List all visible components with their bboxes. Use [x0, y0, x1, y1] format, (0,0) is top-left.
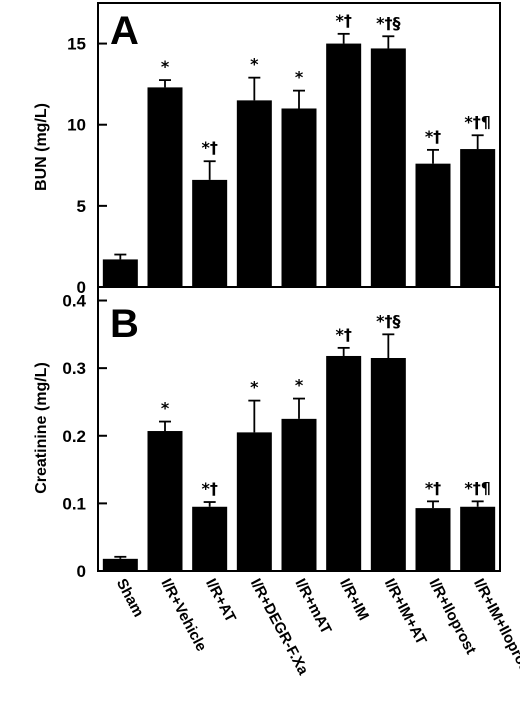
panel-a-significance-label: *†¶ [464, 112, 491, 131]
panel-b-y-axis-label: Creatinine (mg/L) [33, 362, 50, 494]
panel-a-bar [281, 108, 317, 287]
panel-b-bar [281, 418, 317, 571]
panel-a-significance-label: *† [335, 11, 351, 30]
panel-a-bar [460, 149, 496, 287]
panel-a-y-tick-label: 0 [77, 278, 86, 297]
x-category-label: I/R+IM [336, 576, 372, 623]
panel-b-significance-label: *† [335, 325, 351, 344]
panel-a-significance-label: * [250, 55, 259, 74]
panel-a-significance-label: *† [425, 127, 441, 146]
panel-b-significance-label: *† [201, 479, 217, 498]
x-category-label: I/R+IM+AT [381, 576, 430, 648]
panel-a-bar [326, 43, 362, 288]
panel-a-bun-chart: A BUN (mg/L) 0 5 10 15 * *† * * *† *†§ *† *†¶ [33, 2, 501, 297]
x-category-label: I/R+IM+Iloprost [470, 576, 520, 680]
panel-b-bar [415, 508, 451, 571]
panel-b-y-tick-label: 0.3 [62, 359, 86, 378]
panel-a-bar [236, 100, 272, 287]
panel-b-significance-label: *†¶ [464, 478, 491, 497]
x-category-label: I/R+Vehicle [157, 576, 209, 654]
panel-b-y-tick-label: 0.2 [62, 427, 86, 446]
panel-b-bar [460, 506, 496, 571]
panel-a-significance-label: * [161, 57, 170, 76]
panel-a-bar [102, 259, 138, 287]
panel-a-y-axis-label: BUN (mg/L) [33, 103, 50, 191]
panel-a-bar [370, 48, 406, 287]
panel-a-bar [192, 179, 228, 287]
x-category-label: I/R+Iloprost [425, 576, 479, 657]
panel-b-bar [147, 431, 183, 571]
panel-a-y-tick-label: 5 [77, 197, 86, 216]
panel-b-significance-label: *†§ [376, 311, 400, 330]
panel-a-y-tick-label: 10 [67, 116, 86, 135]
panel-b-significance-label: *† [425, 478, 441, 497]
panel-a-significance-label: *†§ [376, 13, 400, 32]
panel-b-significance-label: * [250, 378, 259, 397]
panel-a-y-tick-label: 15 [67, 35, 86, 54]
panel-b-y-tick-label: 0.4 [62, 292, 86, 311]
panel-b-bar [102, 558, 138, 571]
panel-b-bar [326, 355, 362, 571]
panel-b-letter: B [110, 302, 139, 346]
panel-b-y-tick-label: 0.1 [62, 494, 86, 513]
x-category-label: I/R+AT [202, 576, 239, 625]
x-category-label: Sham [113, 576, 147, 620]
panel-b-significance-label: * [295, 376, 304, 395]
panel-b-bar [192, 506, 228, 571]
panel-b-significance-label: * [161, 399, 170, 418]
panel-b-bar [370, 358, 406, 571]
panel-b-creatinine-chart: B Creatinine (mg/L) 0 0.1 0.2 0.3 0.4 * *† * * *†… [33, 286, 501, 581]
panel-a-bar [415, 163, 451, 287]
panel-a-letter: A [110, 9, 139, 53]
panel-a-significance-label: * [295, 68, 304, 87]
panel-a-significance-label: *† [201, 138, 217, 157]
panel-b-y-tick-label: 0 [77, 562, 86, 581]
panel-b-bar [236, 432, 272, 571]
panel-a-bar [147, 87, 183, 287]
x-category-label: I/R+mAT [291, 576, 334, 637]
